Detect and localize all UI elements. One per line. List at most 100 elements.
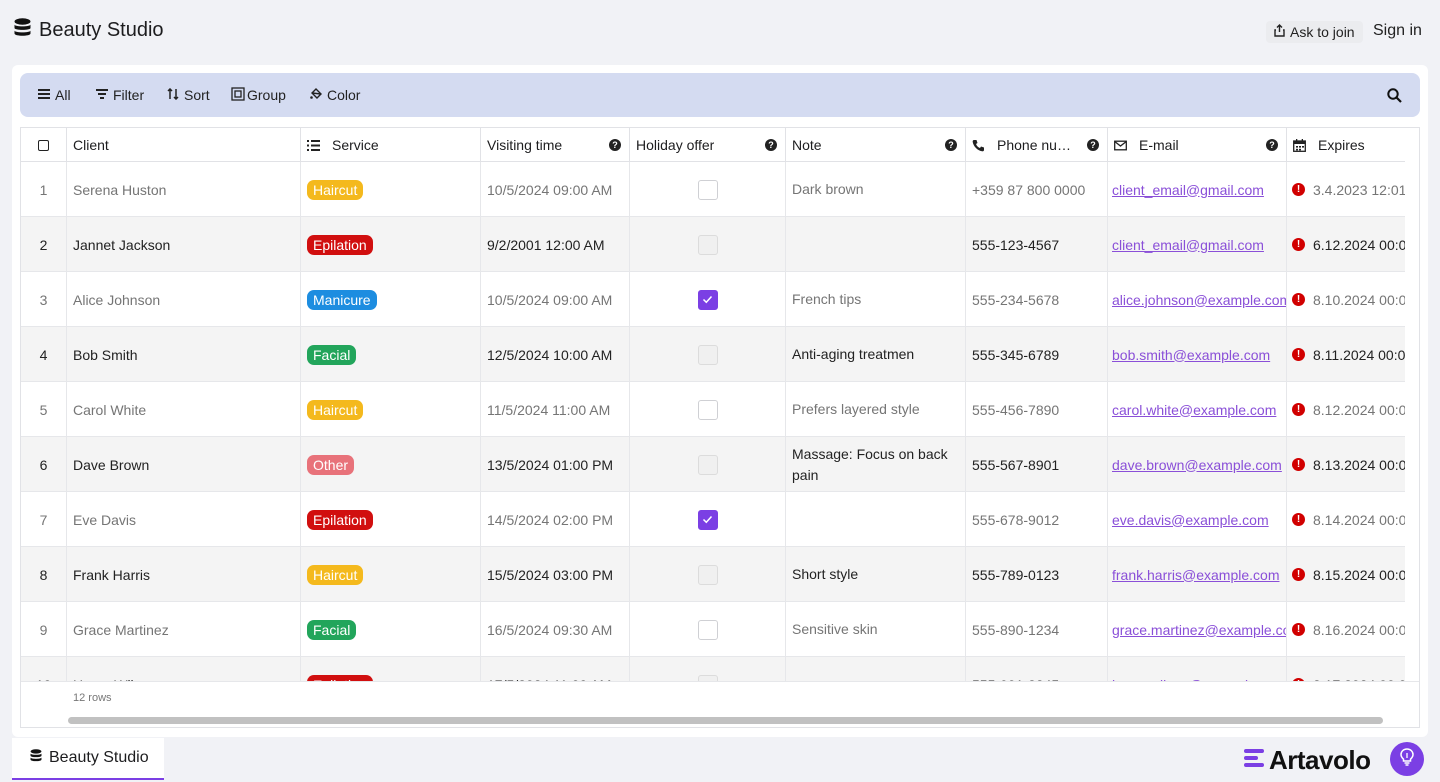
help-icon[interactable]: ? xyxy=(765,139,777,151)
holiday-offer-checkbox[interactable] xyxy=(697,564,718,585)
cell-visiting-time[interactable]: 10/5/2024 09:00 AM xyxy=(481,162,630,217)
lightbulb-button[interactable] xyxy=(1390,742,1424,776)
help-icon[interactable]: ? xyxy=(1087,139,1099,151)
cell-phone[interactable]: 555-789-0123 xyxy=(966,547,1108,602)
cell-service[interactable]: Epilation xyxy=(301,217,481,272)
cell-expires[interactable]: ! 8.10.2024 00:0 xyxy=(1287,272,1405,327)
cell-visiting-time[interactable]: 14/5/2024 02:00 PM xyxy=(481,492,630,547)
cell-expires[interactable]: ! 8.12.2024 00:0 xyxy=(1287,382,1405,437)
cell-visiting-time[interactable]: 15/5/2024 03:00 PM xyxy=(481,547,630,602)
cell-expires[interactable]: ! 8.16.2024 00:0 xyxy=(1287,602,1405,657)
cell-visiting-time[interactable]: 17/5/2024 11:00 AM xyxy=(481,657,630,681)
cell-holiday-offer[interactable] xyxy=(630,217,786,272)
cell-holiday-offer[interactable] xyxy=(630,547,786,602)
cell-client[interactable]: Alice Johnson xyxy=(67,272,301,327)
cell-service[interactable]: Epilation xyxy=(301,657,481,681)
cell-num[interactable]: 10 xyxy=(21,657,67,681)
table-row[interactable]: 7 Eve Davis Epilation 14/5/2024 02:00 PM 555… xyxy=(21,492,1405,547)
group-button[interactable]: Group xyxy=(231,73,286,117)
table-row[interactable]: 9 Grace Martinez Facial 16/5/2024 09:30 AM S… xyxy=(21,602,1405,657)
cell-expires[interactable]: ! 3.4.2023 12:01 xyxy=(1287,162,1405,217)
holiday-offer-checkbox[interactable] xyxy=(697,509,718,530)
cell-visiting-time[interactable]: 16/5/2024 09:30 AM xyxy=(481,602,630,657)
cell-num[interactable]: 4 xyxy=(21,327,67,382)
email-link[interactable]: client_email@gmail.com xyxy=(1112,181,1264,198)
cell-expires[interactable]: ! 8.17.2024 00:0 xyxy=(1287,657,1405,681)
holiday-offer-checkbox[interactable] xyxy=(697,289,718,310)
holiday-offer-checkbox[interactable] xyxy=(697,344,718,365)
cell-note[interactable] xyxy=(786,217,966,272)
cell-phone[interactable]: +359 87 800 0000 xyxy=(966,162,1108,217)
column-header-phone[interactable]: Phone num… ? xyxy=(966,128,1108,162)
email-link[interactable]: grace.martinez@example.com xyxy=(1112,621,1287,638)
cell-holiday-offer[interactable] xyxy=(630,492,786,547)
cell-client[interactable]: Eve Davis xyxy=(67,492,301,547)
email-link[interactable]: eve.davis@example.com xyxy=(1112,511,1269,528)
cell-holiday-offer[interactable] xyxy=(630,272,786,327)
cell-email[interactable]: client_email@gmail.com xyxy=(1108,217,1287,272)
cell-phone[interactable]: 555-890-1234 xyxy=(966,602,1108,657)
email-link[interactable]: client_email@gmail.com xyxy=(1112,236,1264,253)
cell-email[interactable]: client_email@gmail.com xyxy=(1108,162,1287,217)
cell-holiday-offer[interactable] xyxy=(630,382,786,437)
cell-service[interactable]: Facial xyxy=(301,602,481,657)
cell-service[interactable]: Haircut xyxy=(301,547,481,602)
cell-note[interactable]: Sensitive skin xyxy=(786,602,966,657)
cell-num[interactable]: 5 xyxy=(21,382,67,437)
cell-client[interactable]: Jannet Jackson xyxy=(67,217,301,272)
cell-num[interactable]: 1 xyxy=(21,162,67,217)
cell-holiday-offer[interactable] xyxy=(630,162,786,217)
cell-email[interactable]: carol.white@example.com xyxy=(1108,382,1287,437)
view-all-button[interactable]: All xyxy=(38,73,71,117)
cell-visiting-time[interactable]: 9/2/2001 12:00 AM xyxy=(481,217,630,272)
column-header-client[interactable]: Client xyxy=(67,128,301,162)
cell-expires[interactable]: ! 8.15.2024 00:0 xyxy=(1287,547,1405,602)
cell-holiday-offer[interactable] xyxy=(630,437,786,492)
holiday-offer-checkbox[interactable] xyxy=(697,399,718,420)
cell-num[interactable]: 6 xyxy=(21,437,67,492)
cell-email[interactable]: bob.smith@example.com xyxy=(1108,327,1287,382)
select-all-checkbox[interactable] xyxy=(38,139,49,151)
holiday-offer-checkbox[interactable] xyxy=(697,619,718,640)
cell-expires[interactable]: ! 6.12.2024 00:0 xyxy=(1287,217,1405,272)
cell-phone[interactable]: 555-234-5678 xyxy=(966,272,1108,327)
sort-button[interactable]: Sort xyxy=(167,73,210,117)
cell-num[interactable]: 3 xyxy=(21,272,67,327)
cell-visiting-time[interactable]: 13/5/2024 01:00 PM xyxy=(481,437,630,492)
holiday-offer-checkbox[interactable] xyxy=(697,674,718,681)
cell-email[interactable]: eve.davis@example.com xyxy=(1108,492,1287,547)
email-link[interactable]: carol.white@example.com xyxy=(1112,401,1277,418)
cell-expires[interactable]: ! 8.13.2024 00:0 xyxy=(1287,437,1405,492)
cell-client[interactable]: Henry Wilson xyxy=(67,657,301,681)
cell-note[interactable] xyxy=(786,657,966,681)
search-icon[interactable] xyxy=(1387,88,1402,103)
cell-expires[interactable]: ! 8.11.2024 00:0 xyxy=(1287,327,1405,382)
column-header-note[interactable]: Note ? xyxy=(786,128,966,162)
cell-note[interactable]: Prefers layered style xyxy=(786,382,966,437)
help-icon[interactable]: ? xyxy=(945,139,957,151)
cell-visiting-time[interactable]: 10/5/2024 09:00 AM xyxy=(481,272,630,327)
cell-num[interactable]: 2 xyxy=(21,217,67,272)
cell-phone[interactable]: 555-901-2345 xyxy=(966,657,1108,681)
cell-note[interactable] xyxy=(786,492,966,547)
cell-num[interactable]: 8 xyxy=(21,547,67,602)
cell-note[interactable]: Dark brown xyxy=(786,162,966,217)
cell-service[interactable]: Haircut xyxy=(301,162,481,217)
cell-holiday-offer[interactable] xyxy=(630,327,786,382)
help-icon[interactable]: ? xyxy=(609,139,621,151)
email-link[interactable]: alice.johnson@example.com xyxy=(1112,291,1287,308)
cell-client[interactable]: Serena Huston xyxy=(67,162,301,217)
cell-note[interactable]: French tips xyxy=(786,272,966,327)
cell-holiday-offer[interactable] xyxy=(630,602,786,657)
ask-to-join-button[interactable]: Ask to join xyxy=(1266,21,1363,43)
cell-client[interactable]: Carol White xyxy=(67,382,301,437)
email-link[interactable]: frank.harris@example.com xyxy=(1112,566,1280,583)
cell-expires[interactable]: ! 8.14.2024 00:0 xyxy=(1287,492,1405,547)
cell-email[interactable]: frank.harris@example.com xyxy=(1108,547,1287,602)
holiday-offer-checkbox[interactable] xyxy=(697,179,718,200)
table-row[interactable]: 6 Dave Brown Other 13/5/2024 01:00 PM Massag… xyxy=(21,437,1405,492)
cell-service[interactable]: Epilation xyxy=(301,492,481,547)
sheet-tab-beauty-studio[interactable]: Beauty Studio xyxy=(12,738,164,780)
cell-note[interactable]: Short style xyxy=(786,547,966,602)
cell-email[interactable]: alice.johnson@example.com xyxy=(1108,272,1287,327)
